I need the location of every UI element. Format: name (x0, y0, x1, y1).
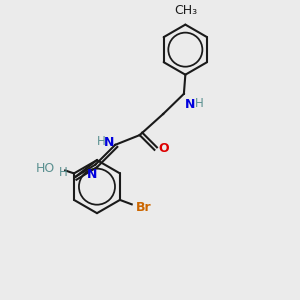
Text: N: N (87, 167, 97, 181)
Text: CH₃: CH₃ (174, 4, 197, 17)
Text: N: N (103, 136, 114, 149)
Text: H: H (97, 135, 106, 148)
Text: HO: HO (36, 163, 55, 176)
Text: O: O (159, 142, 170, 155)
Text: Br: Br (136, 201, 152, 214)
Text: N: N (185, 98, 196, 111)
Text: H: H (59, 166, 68, 179)
Text: H: H (195, 97, 204, 110)
